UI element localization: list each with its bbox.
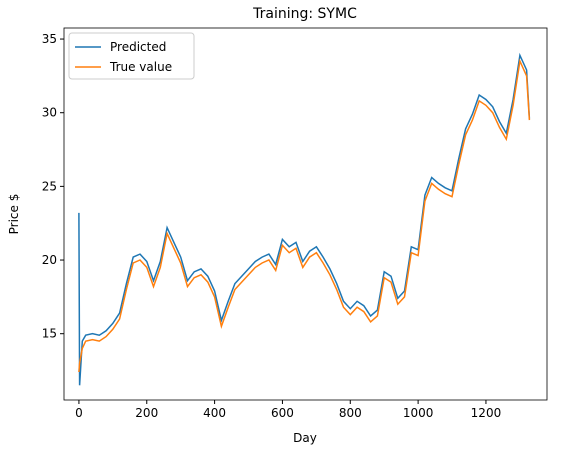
x-tick-label: 200 — [135, 406, 158, 420]
line-series — [78, 58, 531, 373]
y-tick-label: 35 — [42, 32, 57, 46]
chart-title: Training: SYMC — [252, 6, 357, 22]
legend-label: Predicted — [110, 40, 166, 54]
x-tick-label: 600 — [271, 406, 294, 420]
line-series — [78, 52, 531, 386]
x-tick-label: 0 — [75, 406, 83, 420]
x-tick-label: 400 — [203, 406, 226, 420]
y-axis-label: Price $ — [7, 194, 21, 235]
y-tick-label: 15 — [42, 327, 57, 341]
x-tick-label: 1000 — [403, 406, 434, 420]
x-tick-label: 800 — [339, 406, 362, 420]
y-tick-label: 30 — [42, 106, 57, 120]
x-axis-label: Day — [293, 431, 317, 445]
legend-label: True value — [109, 60, 172, 74]
y-tick-label: 20 — [42, 253, 57, 267]
y-tick-label: 25 — [42, 179, 57, 193]
x-tick-label: 1200 — [471, 406, 502, 420]
plot-frame — [63, 27, 548, 401]
